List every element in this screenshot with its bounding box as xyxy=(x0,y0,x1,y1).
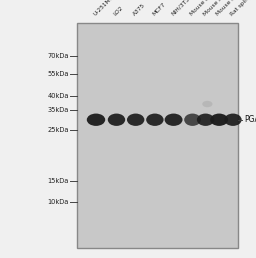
Ellipse shape xyxy=(127,114,144,126)
Text: 40kDa: 40kDa xyxy=(48,93,69,99)
Text: 55kDa: 55kDa xyxy=(48,71,69,77)
Text: 15kDa: 15kDa xyxy=(48,179,69,184)
Text: PGAM1: PGAM1 xyxy=(244,115,256,124)
Ellipse shape xyxy=(210,114,228,126)
Ellipse shape xyxy=(224,114,242,126)
Text: A375: A375 xyxy=(132,3,146,17)
Text: Rat spinal cord: Rat spinal cord xyxy=(229,0,256,17)
Text: 10kDa: 10kDa xyxy=(48,199,69,205)
Ellipse shape xyxy=(87,114,105,126)
Text: Mouse kidney: Mouse kidney xyxy=(202,0,234,17)
Text: MCF7: MCF7 xyxy=(151,2,166,17)
Text: Mouse brain: Mouse brain xyxy=(189,0,218,17)
Ellipse shape xyxy=(165,114,183,126)
Ellipse shape xyxy=(184,114,201,126)
Text: 35kDa: 35kDa xyxy=(48,107,69,113)
Bar xyxy=(77,23,238,248)
Ellipse shape xyxy=(197,114,214,126)
Ellipse shape xyxy=(202,101,212,107)
Text: LO2: LO2 xyxy=(113,5,124,17)
Text: 25kDa: 25kDa xyxy=(48,127,69,133)
Ellipse shape xyxy=(108,114,125,126)
Ellipse shape xyxy=(146,114,164,126)
Text: NIH/3T3: NIH/3T3 xyxy=(170,0,190,17)
Text: 70kDa: 70kDa xyxy=(48,53,69,59)
Text: Mouse liver: Mouse liver xyxy=(216,0,243,17)
Text: U-251MG: U-251MG xyxy=(92,0,115,17)
